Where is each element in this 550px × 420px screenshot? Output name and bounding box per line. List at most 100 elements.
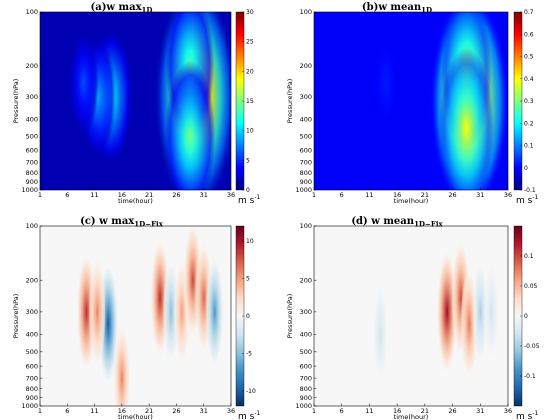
x-tick-label: 36 — [504, 191, 512, 199]
x-tick-label: 36 — [227, 407, 235, 415]
colorbar-tick-label: 0.2 — [524, 120, 534, 127]
x-tick-label: 26 — [172, 407, 180, 415]
x-tick-label: 31 — [200, 407, 208, 415]
y-tick-label: 1000 — [21, 186, 38, 194]
plot-frame — [313, 11, 509, 191]
x-axis-label: time(hour) — [394, 197, 429, 205]
heatmap-feature — [164, 60, 216, 190]
x-tick-label: 11 — [90, 407, 98, 415]
colorbar-tick-label: 0.4 — [524, 76, 534, 83]
colorbar-tick-label: 10 — [246, 128, 254, 135]
x-tick-label: 11 — [365, 407, 373, 415]
y-tick-label: 700 — [300, 159, 312, 167]
plot-frame — [39, 11, 232, 191]
plot-frame — [313, 225, 509, 407]
colorbar-tick-label: 5 — [246, 157, 250, 164]
x-tick-label: 6 — [65, 191, 69, 199]
colorbar-tick-label: 0 — [246, 187, 250, 194]
y-tick-label: 600 — [26, 147, 38, 155]
heatmap-field — [76, 226, 224, 406]
colorbar-tick-label: 0.6 — [524, 31, 534, 38]
panel-title: (a)w max1D — [90, 2, 152, 15]
heatmap-feature — [113, 323, 131, 406]
y-tick-label: 800 — [300, 385, 312, 393]
heatmap-feature — [439, 47, 494, 190]
y-tick-label: 700 — [26, 159, 38, 167]
colorbar-tick-label: 0.7 — [524, 9, 534, 16]
heatmap-field — [68, 12, 231, 190]
y-tick-label: 900 — [300, 394, 312, 402]
heatmap-field — [375, 12, 508, 190]
colorbar-tick-label: 25 — [246, 39, 254, 46]
x-tick-label: 36 — [504, 407, 512, 415]
y-tick-label: 400 — [300, 115, 312, 123]
x-tick-label: 21 — [421, 191, 429, 199]
colorbar-tick-label: -10 — [246, 388, 256, 395]
y-tick-label: 200 — [26, 62, 38, 70]
colorbar-tick-label: 10 — [246, 238, 254, 245]
y-tick-label: 700 — [300, 374, 312, 382]
y-tick-label: 1000 — [295, 402, 312, 410]
y-tick-label: 900 — [26, 394, 38, 402]
x-tick-label: 31 — [476, 407, 484, 415]
y-tick-label: 600 — [300, 147, 312, 155]
x-tick-label: 11 — [365, 191, 373, 199]
y-axis-label: Pressure(hPa) — [286, 79, 294, 124]
x-tick-label: 6 — [340, 191, 344, 199]
colorbar-unit: m s-1 — [516, 194, 538, 206]
colorbar-unit: m s-1 — [238, 194, 260, 206]
y-tick-label: 300 — [300, 308, 312, 316]
colorbar-tick-label: 0 — [246, 313, 250, 320]
x-tick-label: 1 — [312, 407, 316, 415]
plot-frame — [39, 225, 232, 407]
x-axis-label: time(hour) — [118, 197, 153, 205]
y-tick-label: 800 — [26, 169, 38, 177]
colorbar-tick-label: -0.1 — [524, 187, 536, 194]
colorbar-tick-label: 0.1 — [524, 143, 534, 150]
y-tick-label: 400 — [26, 115, 38, 123]
y-tick-label: 400 — [26, 331, 38, 339]
y-tick-label: 800 — [300, 169, 312, 177]
colorbar-tick-label: 0.3 — [524, 98, 534, 105]
panel-title: (b)w mean1D — [362, 2, 432, 15]
heatmap-field — [373, 239, 499, 384]
heatmap-feature — [472, 260, 488, 364]
colorbar-tick-label: 20 — [246, 68, 254, 75]
y-tick-label: 900 — [300, 178, 312, 186]
y-axis-label: Pressure(hPa) — [12, 294, 20, 339]
x-tick-label: 16 — [118, 191, 126, 199]
colorbar-unit: m s-1 — [516, 410, 538, 420]
x-tick-label: 36 — [227, 191, 235, 199]
x-tick-label: 26 — [448, 191, 456, 199]
y-tick-label: 100 — [26, 8, 38, 16]
colorbar-tick-label: -0.05 — [524, 343, 540, 350]
colorbar-tick-label: 15 — [246, 98, 254, 105]
y-tick-label: 300 — [300, 93, 312, 101]
y-tick-label: 300 — [26, 308, 38, 316]
y-tick-label: 600 — [300, 362, 312, 370]
y-tick-label: 300 — [26, 93, 38, 101]
heatmap-feature — [68, 30, 99, 135]
x-tick-label: 21 — [421, 407, 429, 415]
y-tick-label: 100 — [300, 8, 312, 16]
x-tick-label: 11 — [90, 191, 98, 199]
y-axis-label: Pressure(hPa) — [12, 79, 20, 124]
heatmap-feature — [205, 255, 224, 369]
y-tick-label: 500 — [26, 348, 38, 356]
panel-title: (c) w max1D−Fix — [80, 216, 164, 229]
colorbar-tick-label: 0 — [524, 165, 528, 172]
x-tick-label: 16 — [393, 191, 401, 199]
colorbar-tick-label: -0.1 — [524, 373, 536, 380]
y-tick-label: 200 — [300, 276, 312, 284]
y-axis-label: Pressure(hPa) — [286, 294, 294, 339]
y-tick-label: 400 — [300, 331, 312, 339]
x-tick-label: 6 — [65, 407, 69, 415]
colorbar-tick-label: 30 — [246, 9, 254, 16]
x-tick-label: 26 — [448, 407, 456, 415]
y-tick-label: 1000 — [21, 402, 38, 410]
y-tick-label: 700 — [26, 374, 38, 382]
colorbar-tick-label: 0.1 — [524, 253, 534, 260]
y-tick-label: 900 — [26, 178, 38, 186]
colorbar-tick-label: 0.05 — [524, 283, 538, 290]
